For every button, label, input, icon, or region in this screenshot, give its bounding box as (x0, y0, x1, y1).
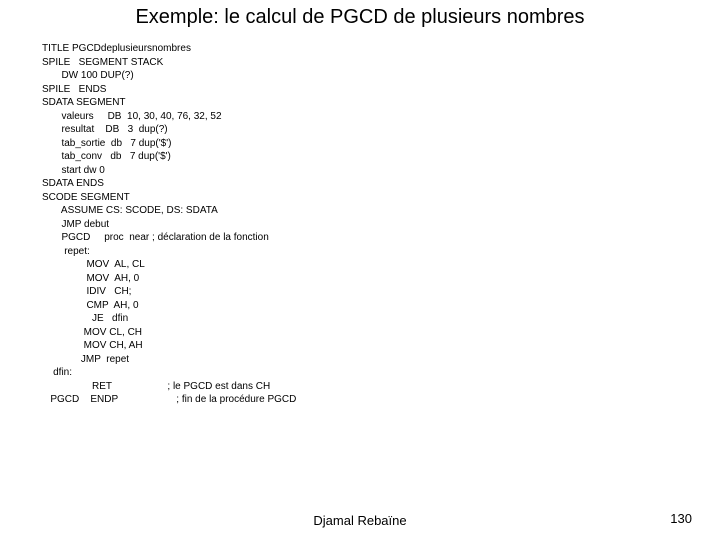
slide: Exemple: le calcul de PGCD de plusieurs … (0, 0, 720, 540)
page-number: 130 (670, 511, 692, 526)
code-listing: TITLE PGCDdeplusieursnombres SPILE SEGME… (42, 42, 296, 407)
author-name: Djamal Rebaïne (0, 513, 720, 528)
page-title: Exemple: le calcul de PGCD de plusieurs … (0, 6, 720, 29)
